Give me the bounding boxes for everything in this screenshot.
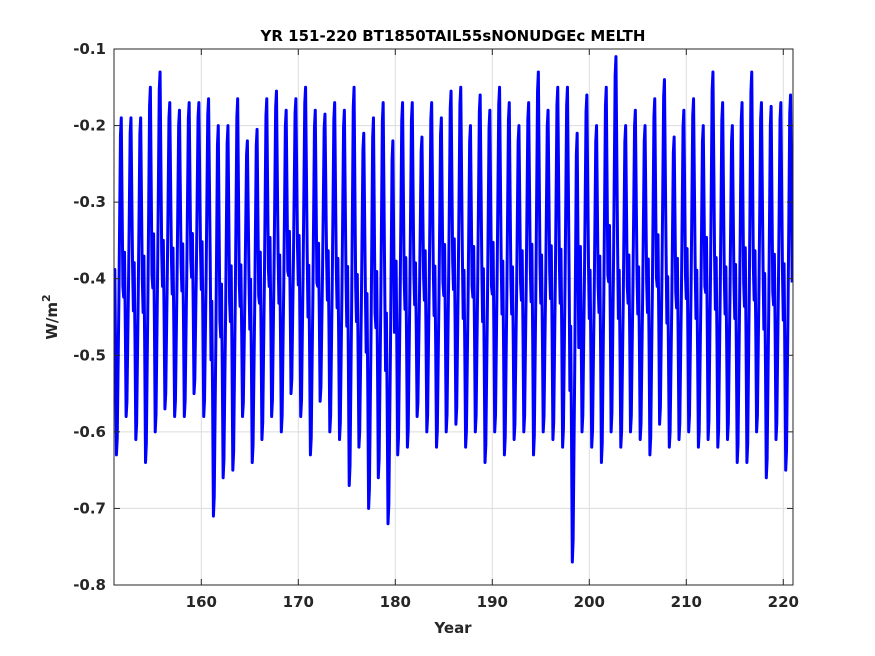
y-axis-ticks: -0.8 -0.7 -0.6 -0.5 -0.4 -0.3 -0.2 -0.1	[73, 40, 793, 594]
x-tick-label: 180	[380, 593, 411, 611]
y-tick-label: -0.3	[73, 193, 106, 211]
y-axis-label-base: W/m	[43, 302, 61, 340]
y-tick-label: -0.6	[73, 423, 106, 441]
x-tick-label: 210	[671, 593, 702, 611]
chart-title: YR 151-220 BT1850TAIL55sNONUDGEc MELTH	[260, 27, 646, 45]
x-axis-ticks: 160 170 180 190 200 210 220	[186, 49, 799, 611]
y-tick-label: -0.7	[73, 499, 106, 517]
plot-clip	[114, 55, 793, 564]
x-tick-label: 200	[574, 593, 605, 611]
y-tick-label: -0.2	[73, 117, 106, 135]
y-tick-label: -0.8	[73, 576, 106, 594]
axes-box	[113, 48, 794, 586]
x-tick-label: 220	[768, 593, 799, 611]
y-tick-label: -0.1	[73, 40, 106, 58]
series-line	[114, 55, 793, 564]
y-tick-label: -0.5	[73, 346, 106, 364]
x-axis-label: Year	[433, 619, 472, 637]
y-axis-label: W/m2	[40, 294, 61, 339]
y-tick-label: -0.4	[73, 270, 106, 288]
x-tick-label: 170	[283, 593, 314, 611]
y-axis-label-superscript: 2	[40, 294, 53, 302]
x-tick-label: 160	[186, 593, 217, 611]
x-tick-label: 190	[477, 593, 508, 611]
